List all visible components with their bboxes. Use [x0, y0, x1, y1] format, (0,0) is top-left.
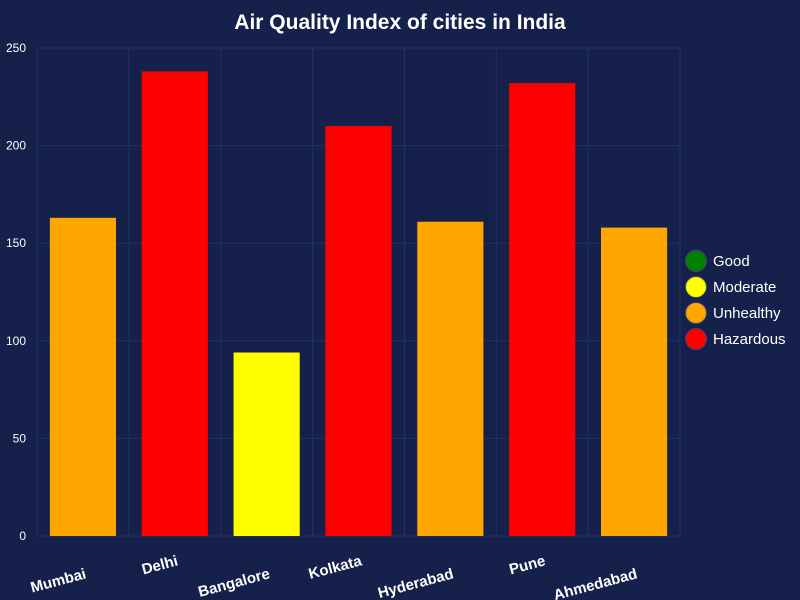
x-tick-label: Kolkata: [307, 552, 364, 583]
x-tick-label: Ahmedabad: [552, 565, 639, 600]
chart-title: Air Quality Index of cities in India: [234, 11, 566, 34]
legend-swatch-unhealthy: [685, 302, 707, 324]
y-axis: 0 50 100 150 200 250: [6, 41, 26, 543]
bar-ahmedabad: [601, 227, 668, 537]
x-tick-label: Delhi: [140, 552, 180, 578]
bar-pune: [509, 83, 576, 537]
y-tick-label: 200: [6, 139, 26, 153]
legend-label: Moderate: [713, 279, 776, 296]
legend-label: Hazardous: [713, 331, 786, 348]
bar-kolkata: [325, 126, 392, 536]
x-tick-label: Hyderabad: [376, 565, 455, 600]
bar-hyderabad: [417, 221, 484, 536]
y-tick-label: 250: [6, 41, 26, 55]
legend-swatch-moderate: [685, 276, 707, 298]
y-tick-label: 0: [19, 529, 26, 543]
x-tick-label: Pune: [507, 552, 547, 578]
y-tick-label: 100: [6, 334, 26, 348]
bar-mumbai: [49, 217, 116, 536]
legend: Good Moderate Unhealthy Hazardous: [685, 250, 786, 350]
bar-delhi: [141, 71, 208, 536]
legend-label: Unhealthy: [713, 305, 781, 322]
legend-swatch-good: [685, 250, 707, 272]
y-tick-label: 150: [6, 236, 26, 250]
x-axis: Mumbai Delhi Bangalore Kolkata Hyderabad Pune…: [29, 552, 639, 600]
bars: [49, 71, 668, 537]
legend-swatch-hazardous: [685, 328, 707, 350]
bar-bangalore: [233, 352, 300, 536]
x-tick-label: Mumbai: [29, 565, 88, 596]
x-tick-label: Bangalore: [196, 565, 271, 600]
legend-label: Good: [713, 253, 750, 270]
y-tick-label: 50: [13, 431, 27, 445]
